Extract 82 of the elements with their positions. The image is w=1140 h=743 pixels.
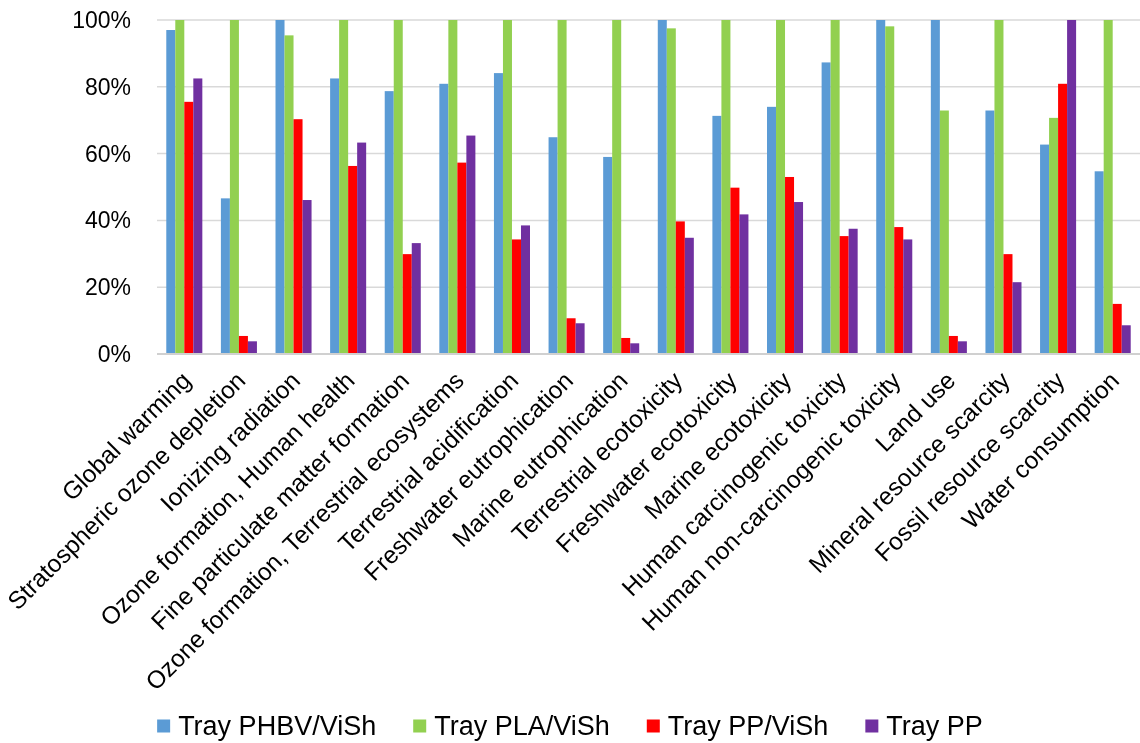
bar: [876, 20, 886, 354]
bar: [666, 28, 676, 354]
bar: [339, 20, 349, 354]
y-tick-label: 80%: [84, 73, 131, 100]
bar: [903, 239, 913, 354]
bar: [238, 335, 248, 354]
bar: [1040, 144, 1050, 354]
bar: [247, 341, 257, 354]
bar: [794, 202, 804, 354]
bar: [675, 221, 685, 354]
bar: [275, 20, 285, 354]
bar: [448, 20, 458, 354]
bar: [1049, 117, 1059, 354]
bar: [302, 200, 312, 354]
bar: [712, 115, 722, 354]
bar: [384, 91, 394, 354]
bar: [566, 318, 576, 354]
bar: [393, 20, 403, 354]
bar: [220, 198, 230, 354]
bar: [739, 214, 749, 354]
bar: [502, 20, 512, 354]
bar: [684, 237, 694, 354]
bar: [957, 341, 967, 354]
bar: [330, 78, 340, 354]
bar: [439, 83, 449, 354]
y-tick-label: 40%: [84, 207, 131, 234]
bar: [785, 176, 795, 354]
bar: [657, 20, 667, 354]
bar: [284, 35, 294, 354]
y-tick-label: 20%: [84, 274, 131, 301]
bar: [402, 254, 412, 354]
bar: [166, 30, 176, 354]
y-tick-label: 60%: [84, 140, 131, 167]
bar: [985, 110, 995, 354]
bar: [630, 343, 640, 354]
bar: [885, 26, 895, 354]
bar: [603, 156, 613, 354]
bar: [621, 337, 631, 354]
bar: [348, 165, 358, 354]
bar: [1094, 171, 1104, 354]
bar: [229, 20, 239, 354]
bar: [184, 101, 194, 354]
bar: [520, 225, 530, 354]
bar: [357, 142, 367, 354]
bar: [193, 78, 203, 354]
bar: [721, 20, 731, 354]
bar: [948, 335, 958, 354]
bar: [175, 20, 185, 354]
bar: [939, 110, 949, 354]
bar: [1003, 254, 1013, 354]
bar: [830, 20, 840, 354]
bar: [548, 137, 558, 354]
legend-label: Tray PLA/ViSh: [434, 711, 610, 741]
bar: [1012, 282, 1022, 354]
bar: [1121, 325, 1131, 354]
legend-label: Tray PP/ViSh: [667, 711, 829, 741]
bar: [767, 106, 777, 354]
bar: [839, 236, 849, 354]
legend-label: Tray PP: [886, 711, 983, 741]
bar: [1103, 20, 1113, 354]
bar: [848, 228, 858, 354]
y-tick-label: 0%: [97, 341, 131, 367]
bar: [821, 62, 831, 354]
bar: [1058, 83, 1068, 354]
bar: [776, 20, 786, 354]
bar: [994, 20, 1004, 354]
bar: [511, 239, 521, 354]
bar: [493, 73, 503, 354]
bar: [411, 243, 421, 354]
bar: [466, 135, 476, 354]
bar: [575, 323, 585, 354]
bar: [1067, 20, 1077, 354]
bar: [457, 162, 467, 354]
bar: [930, 20, 940, 354]
bar: [612, 20, 622, 354]
bar: [293, 119, 303, 354]
legend-label: Tray PHBV/ViSh: [178, 711, 377, 741]
y-tick-label: 100%: [72, 7, 131, 33]
bar: [730, 187, 740, 354]
bar: [894, 227, 904, 354]
bar: [557, 20, 567, 354]
bar: [1112, 303, 1122, 354]
